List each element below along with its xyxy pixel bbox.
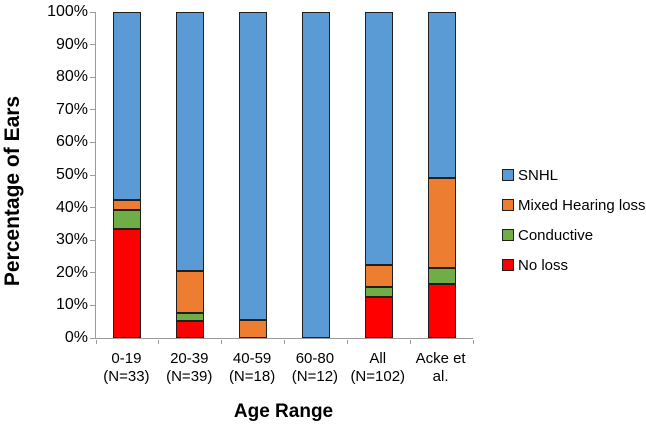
bar-segment-mixed-hearing-loss: [113, 199, 142, 210]
x-category-label-line: (N=102): [350, 368, 406, 385]
bar-all: [364, 12, 393, 338]
y-tick-label: 0%: [64, 329, 88, 346]
bar-40-59: [239, 12, 268, 338]
y-tick-label: 20%: [55, 263, 88, 281]
bar-segment-conductive: [364, 287, 393, 297]
x-category-label: 60-80 (N=12): [280, 350, 350, 386]
y-tick-mark: [89, 239, 95, 241]
plot-area: [89, 11, 474, 344]
legend-label: Conductive: [518, 226, 594, 244]
legend-item-mixed-hearing-loss: Mixed Hearing loss: [502, 190, 646, 220]
legend-label: Mixed Hearing loss: [518, 196, 646, 214]
bar-segment-mixed-hearing-loss: [427, 178, 456, 268]
x-category-label: All (N=102): [343, 350, 413, 386]
y-tick-label: 80%: [55, 68, 88, 86]
x-category-label-line: (N=33): [103, 368, 150, 385]
bar-segment-mixed-hearing-loss: [239, 319, 268, 338]
y-tick-mark: [89, 11, 95, 13]
legend-label: SNHL: [518, 166, 559, 184]
y-tick-label: 60%: [55, 133, 88, 151]
legend-swatch: [502, 199, 514, 211]
y-tick-mark: [89, 337, 95, 339]
legend-item-snhl: SNHL: [502, 160, 646, 190]
x-category-label: 0-19 (N=33): [91, 350, 161, 386]
x-category-label-line: 20-39: [170, 350, 209, 367]
x-tick-mark: [158, 339, 160, 344]
bar-segment-conductive: [176, 312, 205, 322]
y-tick-mark: [89, 304, 95, 306]
x-tick-mark: [95, 339, 97, 344]
bar-segment-conductive: [427, 267, 456, 285]
x-category-label-line: (N=39): [166, 368, 213, 385]
bar-segment-snhl: [364, 12, 393, 265]
legend-item-conductive: Conductive: [502, 220, 646, 250]
y-tick-label: 70%: [55, 100, 88, 118]
y-tick-label: 100%: [47, 3, 88, 20]
x-category-label-line: 60-80: [295, 350, 335, 367]
x-category-label-line: al.: [432, 368, 449, 385]
x-category-label-line: (N=18): [228, 368, 276, 385]
y-tick-mark: [89, 76, 95, 78]
x-tick-mark: [472, 339, 474, 344]
x-category-label-line: 0-19: [111, 350, 142, 367]
legend-swatch: [502, 259, 514, 271]
x-category-label-line: (N=12): [291, 368, 339, 385]
bar-segment-conductive: [113, 209, 142, 230]
bar-acke-et: [427, 12, 456, 338]
bar-segment-no-loss: [364, 296, 393, 338]
y-tick-label: 30%: [55, 231, 88, 249]
x-tick-mark: [221, 339, 223, 344]
y-tick-label: 40%: [55, 198, 88, 216]
legend: SNHL Mixed Hearing loss Conductive No loss: [502, 160, 646, 280]
y-axis-title: Percentage of Ears: [1, 95, 24, 287]
x-axis-title: Age Range: [233, 401, 334, 422]
legend-label: No loss: [518, 256, 569, 274]
x-category-label-line: All: [369, 350, 387, 367]
y-tick-label: 50%: [55, 166, 88, 183]
bar-20-39: [176, 12, 205, 338]
bar-segment-mixed-hearing-loss: [176, 271, 205, 313]
legend-item-no-loss: No loss: [502, 250, 646, 280]
bar-60-80: [301, 12, 330, 338]
x-category-label-line: Acke et: [415, 350, 466, 367]
y-tick-mark: [89, 174, 95, 176]
x-category-label: 20-39 (N=39): [154, 350, 224, 386]
bar-segment-mixed-hearing-loss: [364, 264, 393, 288]
y-tick-label: 10%: [55, 296, 88, 314]
bar-segment-snhl: [113, 12, 142, 200]
x-category-label: Acke et al.: [406, 350, 476, 386]
x-tick-mark: [409, 339, 411, 344]
bar-segment-snhl: [239, 12, 268, 320]
y-tick-mark: [89, 272, 95, 274]
bar-segment-snhl: [427, 12, 456, 179]
y-tick-mark: [89, 141, 95, 143]
y-tick-mark: [89, 109, 95, 111]
y-tick-label: 90%: [55, 35, 88, 53]
bar-segment-no-loss: [113, 229, 142, 338]
bar-segment-no-loss: [176, 321, 205, 338]
bar-0-19: [113, 12, 142, 338]
y-tick-mark: [89, 44, 95, 46]
x-tick-mark: [284, 339, 285, 344]
x-category-label: 40-59 (N=18): [217, 350, 287, 386]
bar-segment-snhl: [176, 12, 205, 272]
x-category-label-line: 40-59: [232, 350, 272, 367]
x-tick-mark: [346, 339, 348, 344]
y-tick-mark: [89, 207, 95, 209]
bar-segment-snhl: [301, 12, 330, 338]
bar-segment-no-loss: [427, 284, 456, 338]
legend-swatch: [502, 169, 514, 181]
legend-swatch: [502, 229, 514, 241]
